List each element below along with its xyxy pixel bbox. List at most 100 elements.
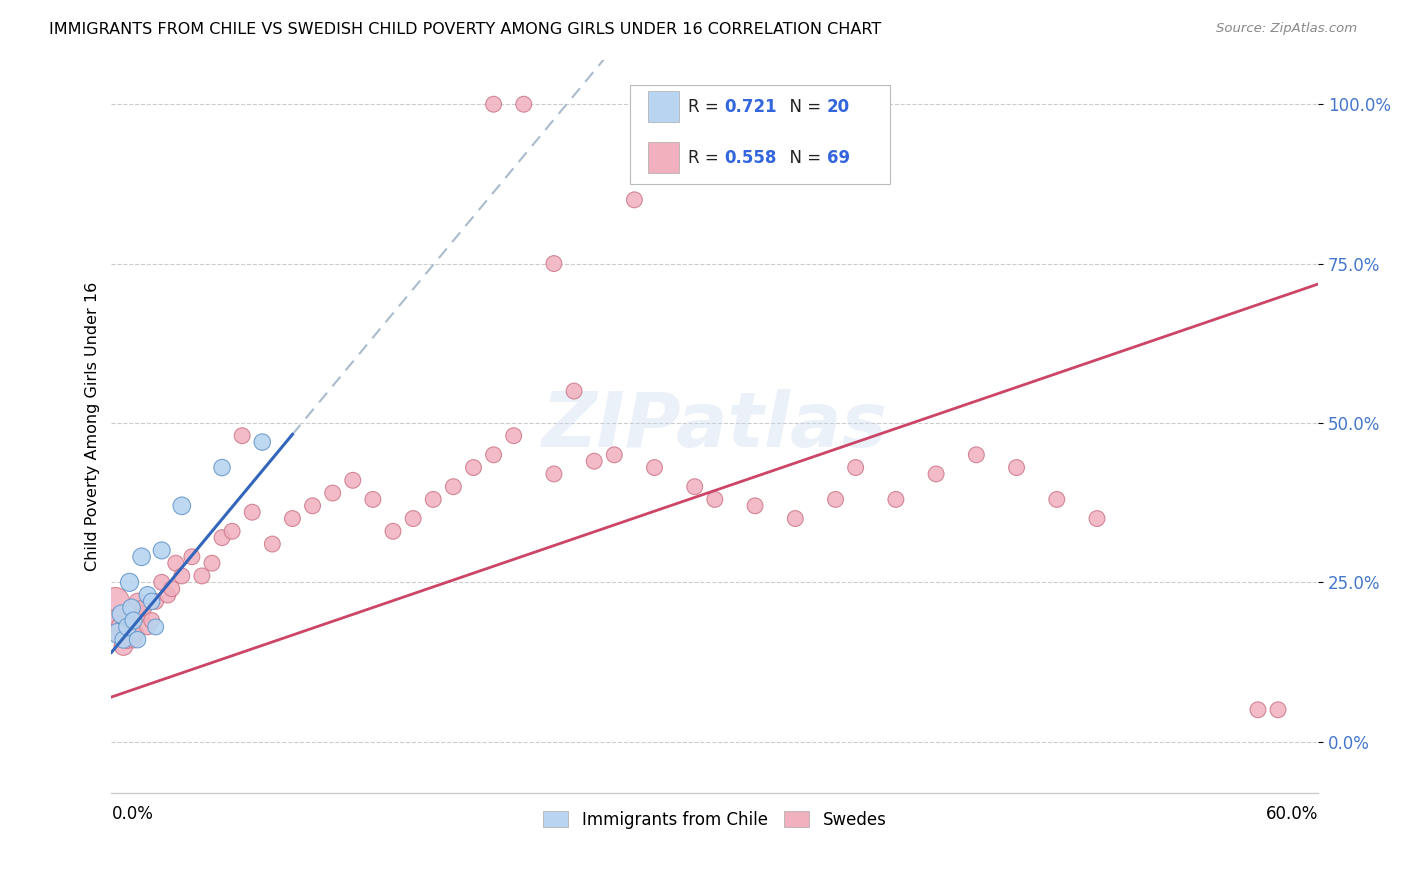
Point — [562, 384, 585, 398]
Y-axis label: Child Poverty Among Girls Under 16: Child Poverty Among Girls Under 16 — [86, 282, 100, 571]
Point — [108, 626, 131, 640]
Point — [131, 549, 153, 564]
Point — [322, 486, 344, 500]
Point — [132, 600, 155, 615]
Point — [104, 594, 127, 608]
Point — [145, 594, 167, 608]
Point — [644, 460, 666, 475]
Point — [107, 614, 129, 628]
Point — [281, 511, 304, 525]
Point — [804, 97, 827, 112]
Point — [211, 460, 233, 475]
Point — [603, 448, 626, 462]
Point — [422, 492, 444, 507]
Point — [441, 480, 464, 494]
Point — [160, 582, 183, 596]
Point — [170, 569, 193, 583]
Point — [121, 614, 143, 628]
Text: 69: 69 — [827, 149, 851, 167]
Point — [502, 428, 524, 442]
Text: N =: N = — [779, 97, 827, 116]
Point — [122, 632, 145, 647]
Point — [110, 607, 132, 622]
Point — [231, 428, 253, 442]
Point — [165, 556, 187, 570]
Text: 0.558: 0.558 — [724, 149, 778, 167]
Point — [785, 511, 807, 525]
Point — [112, 632, 135, 647]
Point — [252, 435, 274, 450]
Point — [664, 97, 686, 112]
Text: N =: N = — [779, 149, 827, 167]
Point — [127, 594, 149, 608]
Point — [118, 620, 141, 634]
Point — [583, 454, 606, 468]
Point — [117, 620, 139, 634]
Point — [845, 460, 868, 475]
Text: 0.721: 0.721 — [724, 97, 778, 116]
Legend: Immigrants from Chile, Swedes: Immigrants from Chile, Swedes — [537, 805, 893, 836]
Text: Source: ZipAtlas.com: Source: ZipAtlas.com — [1216, 22, 1357, 36]
Point — [127, 632, 149, 647]
Text: IMMIGRANTS FROM CHILE VS SWEDISH CHILD POVERTY AMONG GIRLS UNDER 16 CORRELATION : IMMIGRANTS FROM CHILE VS SWEDISH CHILD P… — [49, 22, 882, 37]
Point — [121, 600, 143, 615]
Point — [201, 556, 224, 570]
Point — [117, 632, 139, 647]
Point — [124, 626, 146, 640]
FancyBboxPatch shape — [630, 86, 890, 185]
Point — [180, 549, 202, 564]
Point — [110, 620, 132, 634]
Text: R =: R = — [689, 97, 724, 116]
Point — [342, 473, 364, 487]
Point — [513, 97, 536, 112]
Text: ZIPatlas: ZIPatlas — [541, 389, 887, 463]
Point — [114, 626, 136, 640]
Point — [240, 505, 263, 519]
Point — [925, 467, 948, 481]
Point — [884, 492, 907, 507]
Point — [301, 499, 323, 513]
Point — [543, 256, 565, 270]
Point — [262, 537, 284, 551]
Point — [1046, 492, 1069, 507]
Point — [703, 492, 725, 507]
Point — [1247, 703, 1270, 717]
Point — [361, 492, 384, 507]
Point — [145, 620, 167, 634]
Point — [136, 620, 159, 634]
Point — [482, 97, 505, 112]
Point — [131, 607, 153, 622]
Text: R =: R = — [689, 149, 724, 167]
Point — [170, 499, 193, 513]
Point — [1085, 511, 1108, 525]
Point — [402, 511, 425, 525]
Point — [824, 492, 846, 507]
Point — [122, 614, 145, 628]
Point — [482, 448, 505, 462]
Text: 0.0%: 0.0% — [111, 805, 153, 823]
Point — [136, 588, 159, 602]
Bar — [648, 91, 679, 122]
Point — [112, 639, 135, 653]
Point — [221, 524, 243, 539]
Point — [118, 575, 141, 590]
Point — [683, 480, 706, 494]
Point — [191, 569, 214, 583]
Point — [744, 499, 766, 513]
Point — [150, 543, 173, 558]
Point — [965, 448, 987, 462]
Point — [211, 531, 233, 545]
Point — [543, 467, 565, 481]
Point — [382, 524, 405, 539]
Point — [150, 575, 173, 590]
Point — [141, 594, 163, 608]
Bar — [648, 143, 679, 173]
Point — [703, 97, 725, 112]
Text: 20: 20 — [827, 97, 851, 116]
Point — [623, 193, 645, 207]
Point — [1005, 460, 1028, 475]
Point — [156, 588, 179, 602]
Point — [463, 460, 485, 475]
Point — [141, 614, 163, 628]
Point — [1267, 703, 1289, 717]
